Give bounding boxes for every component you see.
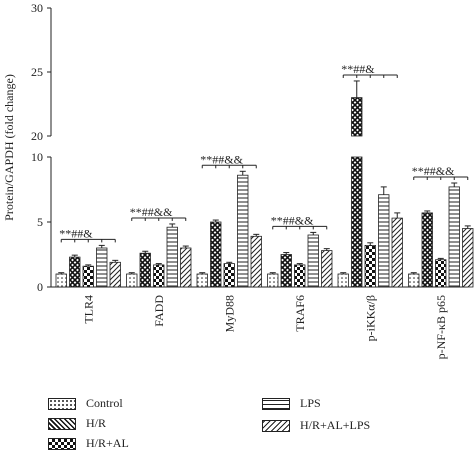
y-tick-label: 0 — [37, 280, 43, 294]
bar — [139, 252, 151, 288]
bar — [435, 259, 447, 288]
bar — [180, 247, 192, 288]
bar — [351, 156, 363, 288]
bar — [55, 273, 67, 288]
labels: **##& TLR4 **##&& FADD **##&& MyD88 **##&& TRAF… — [59, 62, 469, 359]
bar — [391, 217, 403, 288]
bar — [267, 273, 279, 288]
bar — [126, 273, 138, 288]
bar — [280, 254, 292, 288]
bar — [69, 256, 81, 288]
bar — [421, 212, 433, 288]
bar — [462, 228, 474, 288]
bar — [378, 194, 390, 288]
bar — [223, 263, 235, 288]
y-tick-label: 25 — [31, 65, 43, 79]
y-axis-label: Protein/GAPDH (fold change) — [2, 74, 16, 221]
bar — [337, 273, 349, 288]
significance-label: **##&& — [130, 205, 173, 219]
bar — [210, 221, 222, 288]
category-label: TRAF6 — [293, 295, 307, 332]
bar — [250, 235, 262, 288]
significance-label: **##&& — [271, 213, 314, 227]
y-tick-label: 30 — [31, 1, 43, 15]
y-tick-label: 5 — [37, 215, 43, 229]
significance-label: **##& — [59, 226, 93, 240]
bar — [166, 226, 178, 288]
category-label: p-NF-κB p65 — [434, 295, 448, 359]
bar — [153, 264, 165, 288]
bar — [237, 174, 249, 288]
category-label: TLR4 — [81, 295, 95, 324]
category-label: MyD88 — [222, 295, 236, 332]
bars — [55, 80, 474, 288]
category-label: p-iKKα/β — [363, 295, 377, 341]
significance-label: **##&& — [200, 152, 243, 166]
bar-upper-segment — [351, 97, 363, 137]
bar — [307, 234, 319, 288]
bar — [408, 273, 420, 288]
significance-label: **##&& — [412, 164, 455, 178]
significance-label: **##& — [341, 62, 375, 76]
bar — [364, 244, 376, 288]
bar — [294, 264, 306, 288]
bar — [96, 247, 108, 288]
bar — [448, 186, 460, 288]
y-tick-label: 10 — [31, 150, 43, 164]
category-label: FADD — [152, 295, 166, 327]
bar — [82, 265, 94, 288]
y-tick-label: 20 — [31, 129, 43, 143]
bar — [109, 261, 121, 288]
bar — [321, 250, 333, 288]
bar — [196, 273, 208, 288]
